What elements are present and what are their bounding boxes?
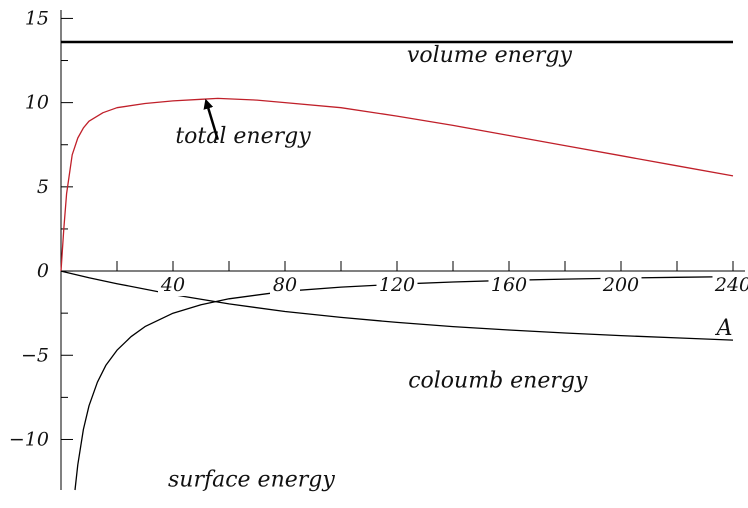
x-tick-label-bg [600, 274, 642, 297]
y-tick-label: 5 [37, 176, 49, 198]
total-energy-arrow [203, 98, 219, 141]
y-tick-label: 10 [25, 92, 49, 114]
series-total-line [60, 97, 734, 272]
y-tick-label: 15 [25, 7, 49, 29]
x-tick-label: 40 [160, 274, 185, 296]
y-tick-label: −5 [21, 344, 49, 366]
x-tick-label: 200 [602, 274, 639, 296]
x-tick-label: 160 [491, 274, 527, 296]
y-tick-label: −10 [9, 428, 49, 450]
axes: −10 −5 0 5 10 15 [9, 7, 745, 490]
total-label: total energy [175, 124, 311, 149]
x-tick-label-bg [376, 274, 418, 297]
x-tick-label: 240 [714, 274, 748, 296]
x-tick-label-bg [270, 274, 300, 297]
x-tick-label-bg [712, 274, 748, 297]
series-layer [60, 40, 734, 491]
series-surface-line [74, 275, 734, 491]
x-axis-label: A [715, 316, 733, 341]
coulomb-label: coloumb energy [408, 368, 588, 393]
y-tick-label: 0 [37, 260, 49, 282]
x-tick-label: 120 [379, 274, 415, 296]
surface-label: surface energy [168, 468, 335, 493]
series-coulomb-line [60, 270, 734, 341]
x-tick-label-bg [488, 274, 530, 297]
x-tick-label-bg [158, 274, 188, 297]
x-tick-label: 80 [273, 274, 297, 296]
volume-label: volume energy [407, 43, 573, 68]
